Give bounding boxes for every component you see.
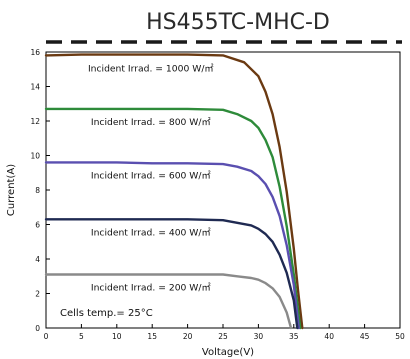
x-tick-label-7: 35 [289,332,299,341]
y-tick-label-2: 4 [35,255,40,264]
y-tick-label-8: 16 [30,48,40,57]
series-line-1 [44,107,302,330]
series-line-0 [44,53,304,330]
x-tick-label-2: 10 [112,332,122,341]
y-tick-label-7: 14 [30,83,40,92]
x-tick-label-8: 40 [324,332,334,341]
y-tick-label-4: 8 [35,186,40,195]
y-tick-label-3: 6 [35,221,40,230]
series-label-2: Incident Irrad. = 600 W/㎡ [91,170,211,181]
x-tick-label-3: 15 [147,332,157,341]
annotation-cell-temp: Cells temp.= 25°C [60,308,153,319]
y-tick-label-5: 10 [30,152,40,161]
x-tick-label-5: 25 [218,332,228,341]
series-label-3: Incident Irrad. = 400 W/㎡ [91,227,211,238]
y-tick-label-6: 12 [30,117,40,126]
series-line-3 [44,218,299,330]
x-tick-label-6: 30 [254,332,264,341]
series-line-2 [44,161,300,330]
x-tick-label-10: 50 [395,332,405,341]
chart-title: HS455TC-MHC-D [146,10,330,35]
y-axis-label: Current(A) [6,164,17,216]
y-tick-label-1: 2 [35,290,40,299]
x-tick-label-9: 45 [360,332,370,341]
x-tick-label-4: 20 [183,332,193,341]
plot-area [45,51,401,329]
series-label-4: Incident Irrad. = 200 W/㎡ [91,283,211,294]
series-line-4 [44,273,293,330]
x-tick-label-0: 0 [44,332,49,341]
x-axis-label: Voltage(V) [202,347,254,358]
x-tick-label-1: 5 [79,332,84,341]
series-label-1: Incident Irrad. = 800 W/㎡ [91,117,211,128]
series-label-0: Incident Irrad. = 1000 W/㎡ [88,63,214,74]
y-tick-label-0: 0 [35,324,40,333]
